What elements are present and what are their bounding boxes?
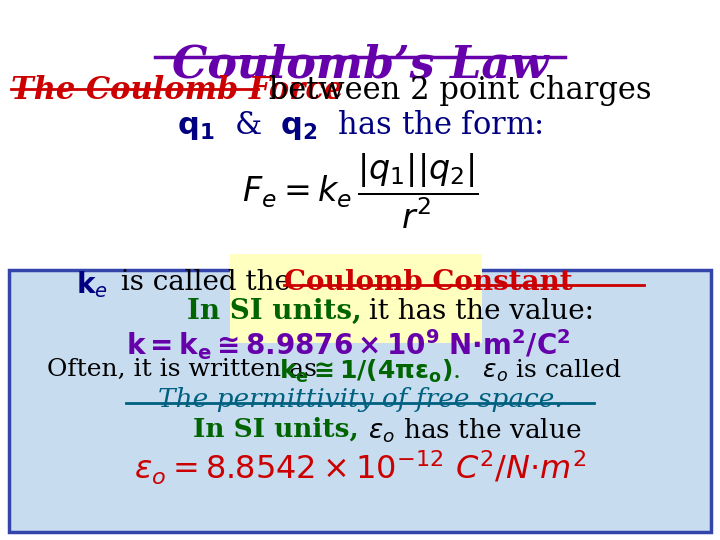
Text: Coulomb’s Law: Coulomb’s Law (172, 43, 548, 86)
Text: In SI units,: In SI units, (193, 417, 359, 442)
Text: it has the value:: it has the value: (360, 298, 594, 325)
Text: $\mathbf{k}_e$: $\mathbf{k}_e$ (76, 269, 107, 300)
Text: Often, it is written as: Often, it is written as (47, 357, 325, 381)
Text: $\varepsilon_o$ has the value: $\varepsilon_o$ has the value (360, 417, 582, 445)
Text: In SI units,: In SI units, (187, 298, 362, 325)
Text: is called the: is called the (112, 269, 300, 296)
Text: $F_e = k_e \, \dfrac{|q_1||q_2|}{r^2}$: $F_e = k_e \, \dfrac{|q_1||q_2|}{r^2}$ (242, 152, 478, 232)
FancyBboxPatch shape (9, 270, 711, 532)
Text: $\mathbf{q_1}$  &  $\mathbf{q_2}$  has the form:: $\mathbf{q_1}$ & $\mathbf{q_2}$ has the … (177, 108, 543, 142)
Text: $\varepsilon_o = 8.8542 \times 10^{-12} \ C^2 / N{\cdot}m^2$: $\varepsilon_o = 8.8542 \times 10^{-12} … (134, 449, 586, 488)
Text: The Coulomb Force: The Coulomb Force (11, 75, 343, 105)
Text: The permittivity of free space.: The permittivity of free space. (158, 387, 562, 412)
Text: $\varepsilon_o$ is called: $\varepsilon_o$ is called (459, 357, 622, 384)
Text: $\mathbf{k_e \cong 1/(4\pi\varepsilon_o)}$.: $\mathbf{k_e \cong 1/(4\pi\varepsilon_o)… (279, 357, 461, 384)
Text: between 2 point charges: between 2 point charges (259, 75, 652, 105)
FancyBboxPatch shape (230, 254, 482, 343)
Text: $\mathbf{k = k_e \cong 8.9876 \times 10^9 \ N{\cdot}m^2/C^2}$: $\mathbf{k = k_e \cong 8.9876 \times 10^… (126, 328, 570, 362)
Text: Coulomb Constant: Coulomb Constant (284, 269, 573, 296)
